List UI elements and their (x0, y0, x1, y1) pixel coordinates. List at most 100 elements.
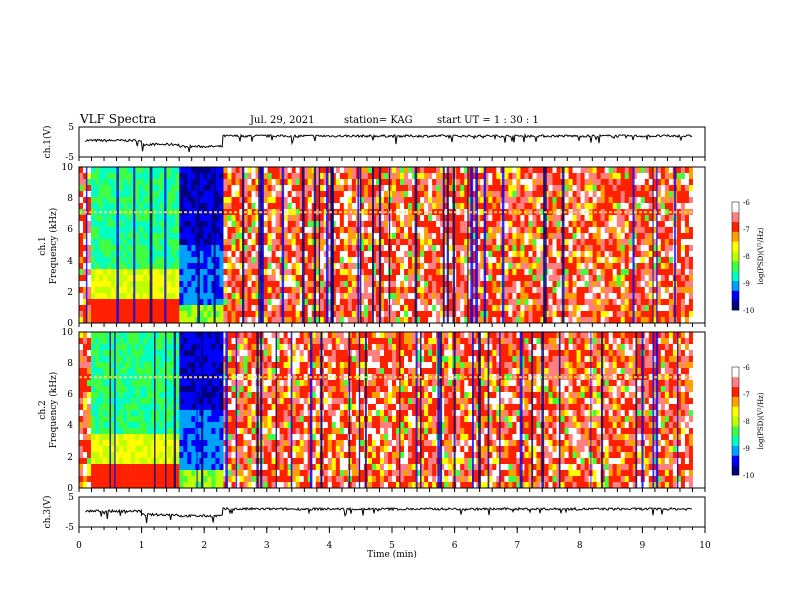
spectrogram-cell (203, 428, 208, 435)
spectrogram-cell (99, 416, 104, 423)
spectrogram-cell (167, 227, 172, 234)
spectrogram-cell (548, 257, 553, 264)
spectrogram-cell (223, 293, 228, 300)
spectrogram-cell (127, 263, 132, 270)
spectrogram-cell (504, 215, 509, 222)
spectrogram-cell (319, 299, 325, 306)
spectrogram-cell (428, 239, 433, 246)
spectrogram-cell (179, 269, 184, 276)
spectrogram-cell (147, 305, 152, 312)
spectrogram-cell (91, 263, 96, 270)
spectrogram-cell (151, 446, 156, 453)
spectrogram-cell (480, 233, 485, 240)
spectrogram-cell (159, 464, 164, 471)
spectrogram-cell (183, 167, 188, 174)
spectrogram-cell (375, 197, 381, 204)
spectrogram-cell (183, 251, 188, 258)
spectrogram-cell (572, 305, 577, 312)
spectrogram-cell (147, 269, 152, 276)
spectrogram-cell (432, 311, 437, 318)
spectrogram-cell (652, 293, 658, 300)
spectrogram-cell (648, 251, 654, 258)
spectrogram-cell (512, 257, 517, 264)
spectrogram-cell (620, 317, 626, 324)
spectrogram-cell (456, 257, 461, 264)
spectrogram-cell (167, 191, 172, 198)
spectrogram-cell (652, 173, 658, 180)
spectrogram-cell (255, 167, 260, 174)
spectrogram-cell (143, 215, 148, 222)
spectrogram-cell (351, 293, 357, 300)
spectrogram-cell (159, 227, 164, 234)
spectrogram-cell (103, 299, 108, 306)
spectrogram-cell (488, 197, 493, 204)
spectrogram-cell (83, 185, 88, 192)
spectrogram-cell (700, 281, 706, 288)
spectrogram-cell (576, 281, 581, 288)
spectrogram-cell (516, 167, 521, 174)
spectrogram-cell (572, 251, 577, 258)
spectrogram-cell (351, 305, 357, 312)
spectrogram-cell (580, 275, 585, 282)
spectrogram-cell (363, 287, 369, 294)
spectrogram-cell (420, 239, 425, 246)
spectrogram-cell (303, 239, 309, 246)
spectrogram-cell (191, 416, 196, 423)
spectrogram-cell (460, 209, 465, 216)
spectrogram-cell (528, 281, 533, 288)
spectrogram-cell (508, 173, 513, 180)
spectrogram-cell (343, 215, 349, 222)
spectrogram-cell (103, 416, 108, 423)
spectrogram-cell (660, 227, 666, 234)
spectrogram-cell (151, 317, 156, 324)
spectrogram-cell (460, 167, 465, 174)
spectrogram-cell (444, 317, 449, 324)
spectrogram-cell (327, 185, 333, 192)
spectrogram-streak (213, 167, 216, 323)
spectrogram-cell (379, 281, 385, 288)
spectrogram-cell (175, 275, 180, 282)
spectrogram-cell (123, 275, 128, 282)
spectrogram-cell (436, 299, 441, 306)
spectrogram-cell (664, 239, 670, 246)
spectrogram-cell (540, 221, 545, 228)
spectrogram-cell (215, 179, 220, 186)
spectrogram-cell (99, 440, 104, 447)
spectrogram-cell (628, 233, 634, 240)
spectrogram-cell (167, 179, 172, 186)
spectrogram-cell (460, 221, 465, 228)
spectrogram-cell (476, 239, 481, 246)
spectrogram-cell (464, 185, 469, 192)
spectrogram-cell (436, 245, 441, 252)
spectrogram-cell (123, 305, 128, 312)
spectrogram-cell (327, 203, 333, 210)
spectrogram-cell (628, 269, 634, 276)
spectrogram-cell (83, 344, 88, 351)
spectrogram-cell (400, 257, 405, 264)
spectrogram-cell (408, 281, 413, 288)
spectrogram-cell (159, 404, 164, 411)
spectrogram-cell (331, 221, 337, 228)
spectrogram-cell (532, 287, 537, 294)
spectrogram-cell (127, 275, 132, 282)
spectrogram-cell (564, 263, 569, 270)
spectrogram-cell (179, 239, 184, 246)
spectrogram-cell (211, 356, 216, 363)
spectrogram-cell (432, 257, 437, 264)
spectrogram-cell (219, 269, 224, 276)
spectrogram-cell (420, 167, 425, 174)
spectrogram-cell (179, 422, 184, 429)
spectrogram-cell (99, 191, 104, 198)
spectrogram-cell (460, 197, 465, 204)
spectrogram-streak (318, 167, 321, 323)
spectrogram-cell (347, 269, 353, 276)
spectrogram-cell (291, 197, 296, 204)
spectrogram-cell (191, 344, 196, 351)
spectrogram-cell (255, 275, 260, 282)
spectrogram-cell (159, 203, 164, 210)
spectrogram-cell (488, 257, 493, 264)
spectrogram-cell (207, 179, 212, 186)
spectrogram-cell (167, 452, 172, 459)
spectrogram-cell (436, 227, 441, 234)
spectrogram-cell (536, 197, 541, 204)
